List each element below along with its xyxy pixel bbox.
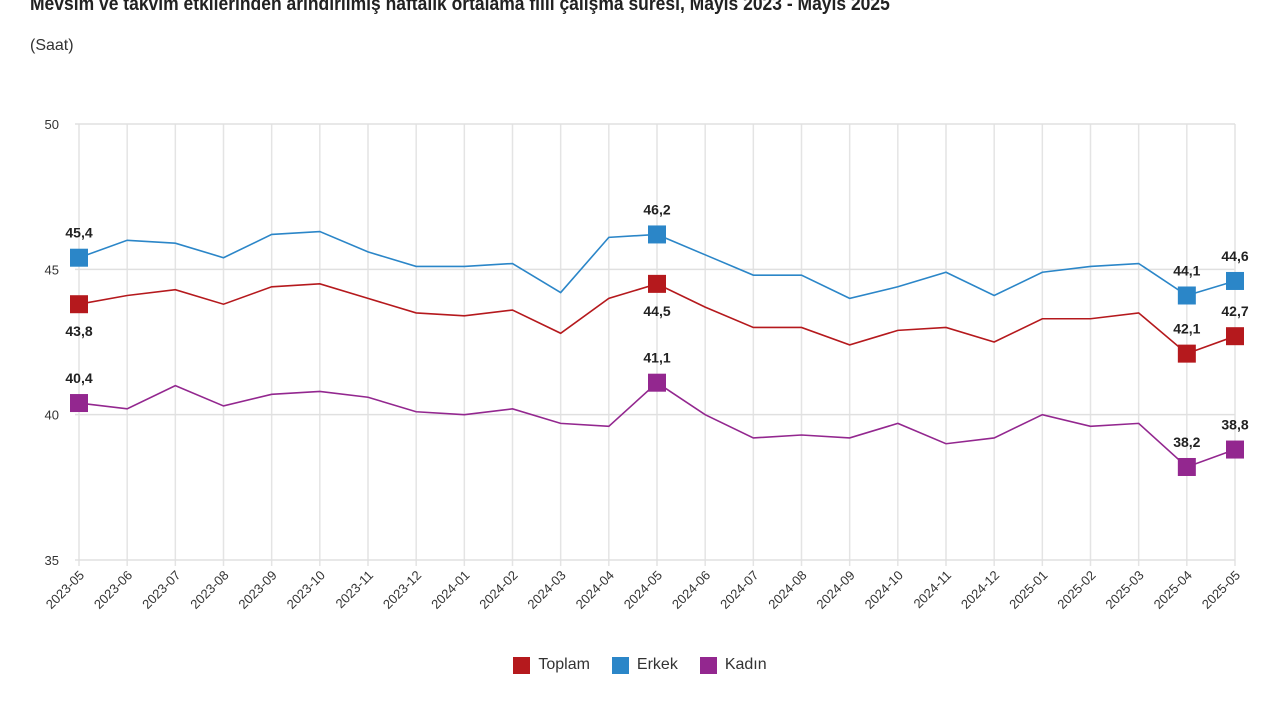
x-tick-label: 2023-06: [91, 568, 135, 612]
legend-swatch: [611, 656, 629, 674]
legend-label: Kadın: [724, 656, 767, 673]
x-tick-label: 2023-09: [235, 568, 279, 612]
data-marker: [648, 225, 666, 244]
data-label: 42,7: [1221, 303, 1248, 319]
x-tick-label: 2024-12: [958, 568, 1002, 612]
x-tick-label: 2025-02: [1054, 568, 1098, 612]
x-tick-label: 2024-10: [862, 568, 906, 612]
legend: Toplam Erkek Kadın: [0, 656, 1280, 674]
y-tick-label: 40: [45, 408, 59, 423]
x-tick-label: 2024-01: [428, 568, 472, 612]
x-tick-label: 2024-04: [573, 568, 617, 612]
x-tick-label: 2025-04: [1151, 568, 1195, 612]
data-label: 41,1: [643, 350, 670, 366]
data-marker: [70, 394, 88, 413]
x-tick-label: 2023-10: [284, 568, 328, 612]
data-label: 43,8: [65, 323, 92, 339]
data-marker: [70, 295, 88, 314]
x-tick-label: 2023-08: [187, 568, 231, 612]
data-label: 44,1: [1173, 262, 1200, 278]
legend-label: Erkek: [636, 656, 678, 673]
x-tick-label: 2023-11: [332, 568, 376, 612]
data-marker: [1177, 457, 1196, 476]
data-marker: [1226, 271, 1244, 290]
data-marker: [1177, 286, 1196, 305]
x-tick-label: 2025-05: [1199, 568, 1243, 612]
data-label: 44,5: [643, 303, 670, 319]
data-marker: [70, 248, 88, 267]
data-marker: [648, 274, 666, 293]
data-label: 42,1: [1173, 321, 1200, 337]
legend-item-toplam[interactable]: Toplam: [513, 656, 590, 674]
x-tick-label: 2024-03: [524, 568, 568, 612]
x-tick-label: 2023-12: [380, 568, 424, 612]
data-label: 40,4: [65, 370, 92, 386]
x-tick-label: 2024-07: [717, 568, 761, 612]
x-tick-label: 2025-01: [1006, 568, 1050, 612]
data-label: 46,2: [643, 201, 670, 217]
legend-item-erkek[interactable]: Erkek: [611, 656, 678, 674]
x-tick-label: 2024-08: [765, 568, 809, 612]
y-tick-label: 45: [45, 262, 59, 277]
x-tick-label: 2024-11: [910, 568, 954, 612]
legend-item-kadin[interactable]: Kadın: [699, 656, 767, 674]
legend-swatch: [699, 656, 717, 674]
y-tick-label: 35: [45, 553, 59, 568]
x-tick-label: 2024-06: [669, 568, 713, 612]
data-label: 44,6: [1221, 248, 1248, 264]
chart-subtitle: (Saat): [30, 37, 74, 54]
x-tick-label: 2023-07: [139, 568, 183, 612]
data-label: 38,8: [1221, 417, 1248, 433]
x-tick-label: 2023-05: [43, 568, 87, 612]
x-tick-label: 2024-02: [476, 568, 520, 612]
legend-swatch: [513, 656, 531, 674]
data-marker: [1177, 344, 1196, 363]
data-label: 38,2: [1173, 434, 1200, 450]
data-marker: [648, 373, 666, 392]
chart-title: Mevsim ve takvim etkilerinden arındırılm…: [30, 0, 890, 15]
data-label: 45,4: [65, 225, 92, 241]
x-tick-label: 2024-09: [813, 568, 857, 612]
x-tick-label: 2024-05: [621, 568, 665, 612]
x-tick-label: 2025-03: [1102, 568, 1146, 612]
data-marker: [1226, 327, 1244, 346]
data-marker: [1226, 440, 1244, 459]
legend-label: Toplam: [538, 656, 590, 673]
y-tick-label: 50: [45, 117, 59, 132]
